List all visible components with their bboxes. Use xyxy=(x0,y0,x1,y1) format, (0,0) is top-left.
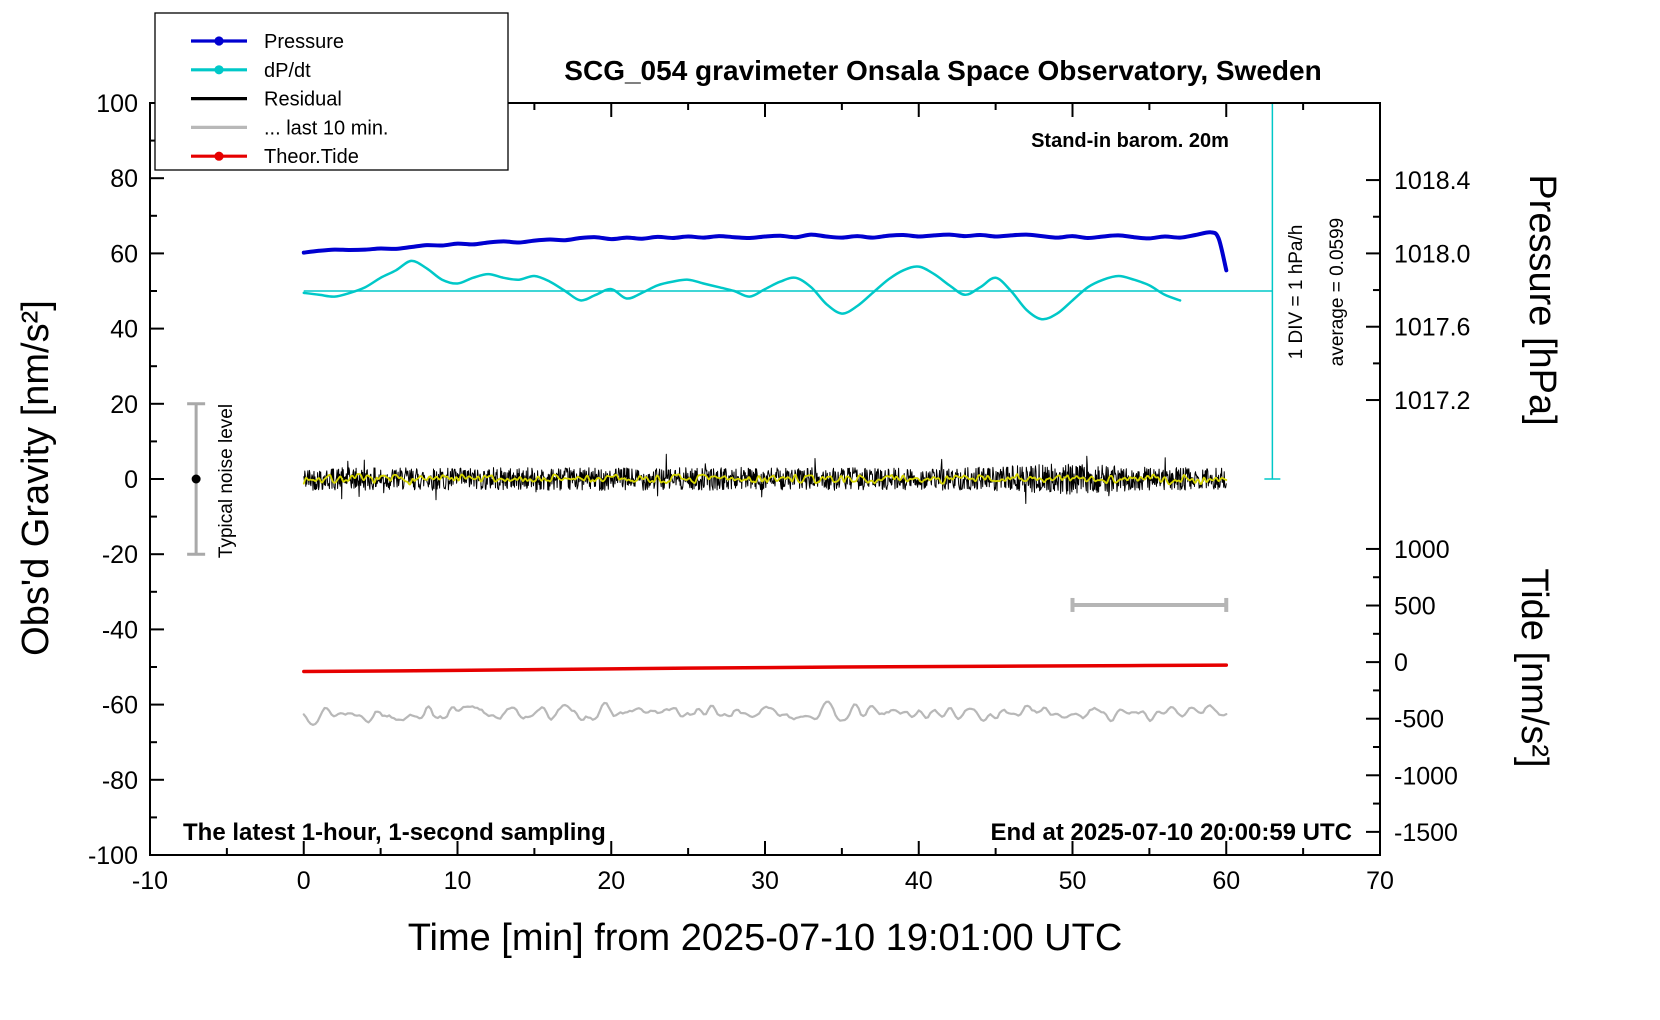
pressure-tick-label: 1018.0 xyxy=(1394,240,1470,268)
series-theor-tide xyxy=(302,663,1229,674)
pressure-tick-label: 1017.2 xyxy=(1394,387,1470,415)
x-tick-label: 50 xyxy=(1059,867,1087,895)
scale-note: 1 DIV = 1 hPa/h xyxy=(1286,225,1307,360)
legend-marker-dot xyxy=(214,65,224,75)
noise-level-label: Typical noise level xyxy=(216,404,237,558)
pressure-tick-label: 1018.4 xyxy=(1394,167,1471,195)
legend-label: ... last 10 min. xyxy=(264,117,389,139)
tide-tick-label: 0 xyxy=(1394,649,1408,677)
end-time-note: End at 2025-07-10 20:00:59 UTC xyxy=(991,819,1353,846)
x-axis-label: Time [min] from 2025-07-10 19:01:00 UTC xyxy=(408,917,1123,959)
legend-marker-dot xyxy=(214,36,224,46)
sampling-note: The latest 1-hour, 1-second sampling xyxy=(183,819,606,846)
series-pressure xyxy=(301,230,1229,273)
y-tick-label: -60 xyxy=(102,692,138,720)
series-last10 xyxy=(302,700,1228,726)
y-axis-label-tide: Tide [nm/s²] xyxy=(1513,568,1555,767)
tide-tick-label: -500 xyxy=(1394,706,1444,734)
legend-label: Pressure xyxy=(264,31,344,53)
chart-title: SCG_054 gravimeter Onsala Space Observat… xyxy=(564,55,1321,86)
data-series xyxy=(301,230,1229,726)
y-axis-label-gravity: Obs'd Gravity [nm/s²] xyxy=(15,300,57,656)
y-tick-label: 20 xyxy=(110,391,138,419)
tide-tick-label: -1000 xyxy=(1394,762,1458,790)
barometer-note: Stand-in barom. 20m xyxy=(1031,130,1229,152)
tide-tick-label: 500 xyxy=(1394,593,1436,621)
legend-label: dP/dt xyxy=(264,60,311,82)
legend-item: Pressure xyxy=(191,31,344,53)
x-tick-label: 60 xyxy=(1212,867,1240,895)
x-tick-label: 10 xyxy=(444,867,472,895)
legend-marker-dot xyxy=(214,151,224,161)
legend-item: ... last 10 min. xyxy=(191,117,389,139)
x-tick-label: 70 xyxy=(1366,867,1394,895)
x-tick-label: -10 xyxy=(132,867,168,895)
axes-frame: -10 0 10 20 30 40 50 60 70-100-80-60-40-20020406… xyxy=(88,90,1471,895)
reference-marks xyxy=(187,102,1281,612)
average-note: average = 0.0599 xyxy=(1327,218,1348,366)
x-tick-label: 40 xyxy=(905,867,933,895)
series-dpdt xyxy=(302,259,1182,321)
legend-label: Residual xyxy=(264,89,342,111)
y-axis-label-pressure: Pressure [hPa] xyxy=(1521,174,1563,425)
x-tick-label: 0 xyxy=(297,867,311,895)
y-tick-label: 80 xyxy=(110,165,138,193)
legend-item: dP/dt xyxy=(191,60,311,82)
legend: Pressure dP/dt Residual ... last 10 min. The… xyxy=(154,12,509,171)
y-tick-label: -100 xyxy=(88,842,138,870)
y-tick-label: -80 xyxy=(102,767,138,795)
y-tick-label: 0 xyxy=(124,466,138,494)
tide-tick-label: -1500 xyxy=(1394,819,1458,847)
x-tick-label: 20 xyxy=(597,867,625,895)
legend-box xyxy=(154,12,509,171)
y-tick-label: 60 xyxy=(110,240,138,268)
x-tick-label: 30 xyxy=(751,867,779,895)
series-residual-filtered xyxy=(302,473,1228,486)
legend-item: Theor.Tide xyxy=(191,146,359,168)
y-tick-label: -20 xyxy=(102,541,138,569)
y-tick-label: -40 xyxy=(102,616,138,644)
noise-errorbar-dot xyxy=(191,474,201,484)
legend-item: Residual xyxy=(191,89,342,111)
pressure-tick-label: 1017.6 xyxy=(1394,314,1470,342)
tide-tick-label: 1000 xyxy=(1394,536,1450,564)
legend-label: Theor.Tide xyxy=(264,146,359,168)
y-tick-label: 100 xyxy=(96,90,138,118)
y-tick-label: 40 xyxy=(110,316,138,344)
